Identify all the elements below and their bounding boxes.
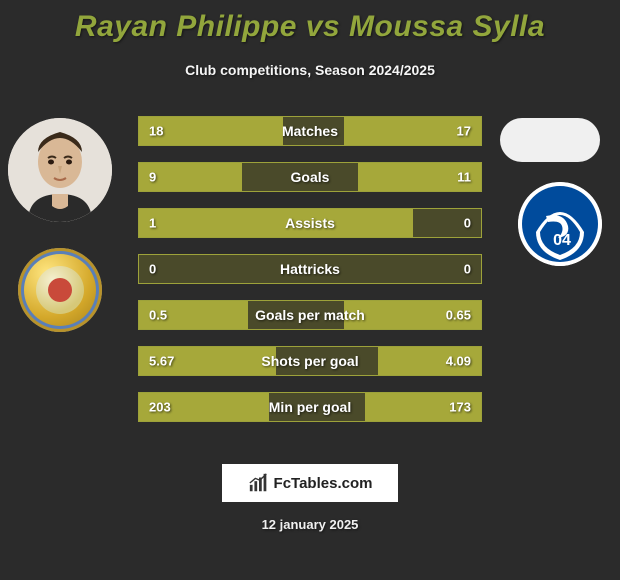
footer-brand: FcTables.com: [222, 464, 398, 502]
stat-label: Goals: [139, 169, 481, 185]
stat-label: Matches: [139, 123, 481, 139]
stat-label: Shots per goal: [139, 353, 481, 369]
player-right-avatar: [500, 118, 600, 162]
stat-bars: 1817Matches 911Goals 10Assists 00Hattricks 0…: [138, 116, 482, 438]
date-label: 12 january 2025: [0, 517, 620, 532]
stat-row: 5.674.09Shots per goal: [138, 346, 482, 376]
stat-row: 203173Min per goal: [138, 392, 482, 422]
stat-row: 1817Matches: [138, 116, 482, 146]
stat-row: 10Assists: [138, 208, 482, 238]
stat-label: Goals per match: [139, 307, 481, 323]
stat-label: Assists: [139, 215, 481, 231]
stat-row: 0.50.65Goals per match: [138, 300, 482, 330]
club-right-badge: 04: [518, 182, 602, 266]
page-title: Rayan Philippe vs Moussa Sylla: [0, 0, 620, 44]
stat-label: Min per goal: [139, 399, 481, 415]
stat-label: Hattricks: [139, 261, 481, 277]
chart-icon: [248, 472, 270, 494]
club-left-badge: [18, 248, 102, 332]
footer-brand-label: FcTables.com: [274, 475, 373, 492]
stat-row: 00Hattricks: [138, 254, 482, 284]
player-left-avatar: [8, 118, 112, 222]
svg-text:04: 04: [553, 232, 571, 249]
stat-row: 911Goals: [138, 162, 482, 192]
subtitle: Club competitions, Season 2024/2025: [0, 62, 620, 78]
